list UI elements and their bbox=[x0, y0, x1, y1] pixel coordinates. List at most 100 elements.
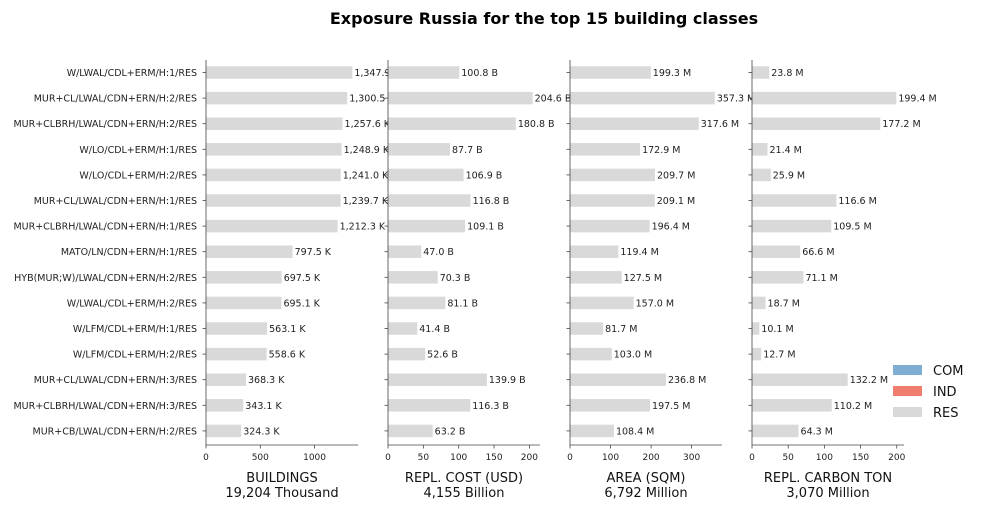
data-label: 177.2 M bbox=[882, 119, 920, 130]
x-tick-label: 150 bbox=[485, 453, 502, 463]
data-label: 41.4 B bbox=[419, 324, 450, 335]
bar bbox=[388, 322, 418, 335]
data-label: 1,347.9 bbox=[354, 68, 390, 79]
x-tick-label: 100 bbox=[602, 453, 619, 463]
bar bbox=[388, 399, 471, 412]
data-label: 1,300.5 bbox=[349, 94, 385, 105]
bar bbox=[388, 194, 471, 207]
x-tick-label: 0 bbox=[385, 453, 391, 463]
data-label: 47.0 B bbox=[423, 247, 454, 258]
data-label: 172.9 M bbox=[642, 145, 680, 156]
data-label: 1,241.0 K bbox=[343, 170, 389, 181]
data-label: 66.6 M bbox=[802, 247, 834, 258]
bar bbox=[388, 373, 487, 386]
bar bbox=[752, 194, 837, 207]
data-label: 100.8 B bbox=[461, 68, 498, 79]
data-label: 139.9 B bbox=[489, 375, 526, 386]
x-tick-label: 0 bbox=[749, 453, 755, 463]
bar bbox=[570, 373, 666, 386]
x-axis-label: BUILDINGS bbox=[246, 471, 317, 486]
bar bbox=[570, 219, 650, 233]
bar bbox=[752, 245, 801, 258]
panel-2: 100.8 B 204.6 B 180.8 B 87.7 B 106.9 B 116.8 … bbox=[384, 60, 572, 501]
category-label: MUR+CB/LWAL/CDN+ERN/H:2/RES bbox=[33, 426, 198, 437]
bar bbox=[752, 168, 771, 182]
data-label: 87.7 B bbox=[452, 145, 483, 156]
category-label: HYB(MUR;W)/LWAL/CDN+ERN/H:2/RES bbox=[14, 273, 197, 284]
bar bbox=[752, 373, 848, 386]
category-label: MUR+CL/LWAL/CDN+ERN/H:1/RES bbox=[34, 196, 197, 207]
category-label: MUR+CL/LWAL/CDN+ERN/H:3/RES bbox=[34, 375, 197, 386]
data-label: 106.9 B bbox=[466, 170, 503, 181]
legend: COM IND RES bbox=[893, 364, 964, 421]
bar bbox=[752, 66, 770, 79]
data-label: 70.3 B bbox=[440, 273, 471, 284]
data-label: 797.5 K bbox=[295, 247, 332, 258]
bar bbox=[570, 117, 699, 130]
data-label: 1,248.9 K bbox=[344, 145, 390, 156]
bar bbox=[206, 399, 244, 412]
category-labels: W/LWAL/CDL+ERM/H:1/RES MUR+CL/LWAL/CDN+ER… bbox=[13, 68, 197, 437]
bar bbox=[206, 143, 342, 156]
data-label: 695.1 K bbox=[283, 298, 320, 309]
data-label: 343.1 K bbox=[245, 401, 282, 412]
category-label: W/LWAL/CDL+ERM/H:2/RES bbox=[67, 298, 197, 309]
data-label: 368.3 K bbox=[248, 375, 285, 386]
data-label: 63.2 B bbox=[435, 426, 466, 437]
bar bbox=[206, 194, 341, 207]
data-label: 10.1 M bbox=[761, 324, 793, 335]
category-label: W/LO/CDL+ERM/H:1/RES bbox=[79, 145, 197, 156]
chart-title: Exposure Russia for the top 15 building … bbox=[330, 9, 758, 28]
data-label: 12.7 M bbox=[763, 350, 795, 361]
category-label: MUR+CLBRH/LWAL/CDN+ERN/H:1/RES bbox=[13, 222, 197, 233]
x-tick-label: 200 bbox=[642, 453, 659, 463]
bar bbox=[388, 347, 426, 361]
x-tick-label: 1000 bbox=[303, 453, 326, 463]
bar bbox=[388, 424, 433, 438]
x-tick-label: 500 bbox=[252, 453, 269, 463]
bar bbox=[206, 271, 282, 284]
x-axis-label: REPL. COST (USD) bbox=[405, 471, 523, 486]
bar bbox=[752, 399, 832, 412]
bar bbox=[388, 245, 422, 258]
category-label: W/LO/CDL+ERM/H:2/RES bbox=[79, 170, 197, 181]
data-label: 103.0 M bbox=[614, 350, 652, 361]
data-label: 209.7 M bbox=[657, 170, 695, 181]
data-label: 1,212.3 K bbox=[340, 222, 386, 233]
bar bbox=[206, 245, 293, 258]
bar bbox=[752, 271, 804, 284]
data-label: 116.6 M bbox=[838, 196, 876, 207]
bar bbox=[570, 271, 622, 284]
bar bbox=[752, 424, 799, 438]
data-label: 64.3 M bbox=[801, 426, 833, 437]
bar bbox=[752, 322, 760, 335]
data-label: 119.4 M bbox=[620, 247, 658, 258]
bar bbox=[570, 424, 614, 438]
data-label: 23.8 M bbox=[771, 68, 803, 79]
data-label: 18.7 M bbox=[768, 298, 800, 309]
chart-panels: 1,347.9 1,300.5 1,257.6 K 1,248.9 K 1,241.0 … bbox=[202, 60, 937, 501]
x-axis-label: REPL. CARBON TON bbox=[764, 471, 892, 486]
bar bbox=[388, 296, 446, 310]
bar bbox=[388, 168, 464, 182]
data-label: 108.4 M bbox=[616, 426, 654, 437]
bar bbox=[570, 168, 655, 182]
bar bbox=[388, 117, 516, 130]
bar bbox=[206, 347, 267, 361]
x-tick-label: 50 bbox=[782, 453, 794, 463]
bar bbox=[206, 322, 268, 335]
bar bbox=[752, 296, 766, 310]
category-label: MUR+CLBRH/LWAL/CDN+ERN/H:3/RES bbox=[13, 401, 197, 412]
x-tick-label: 0 bbox=[203, 453, 209, 463]
panel-3: 199.3 M 357.3 M 317.6 M 172.9 M 209.7 M 209.1… bbox=[566, 60, 755, 501]
bar bbox=[570, 194, 655, 207]
data-label: 317.6 M bbox=[701, 119, 739, 130]
bar bbox=[206, 66, 353, 79]
bar bbox=[570, 322, 604, 335]
data-label: 204.6 B bbox=[535, 94, 572, 105]
data-label: 180.8 B bbox=[518, 119, 555, 130]
bar bbox=[388, 219, 466, 233]
x-tick-label: 150 bbox=[852, 453, 869, 463]
bar bbox=[570, 296, 634, 310]
data-label: 127.5 M bbox=[624, 273, 662, 284]
